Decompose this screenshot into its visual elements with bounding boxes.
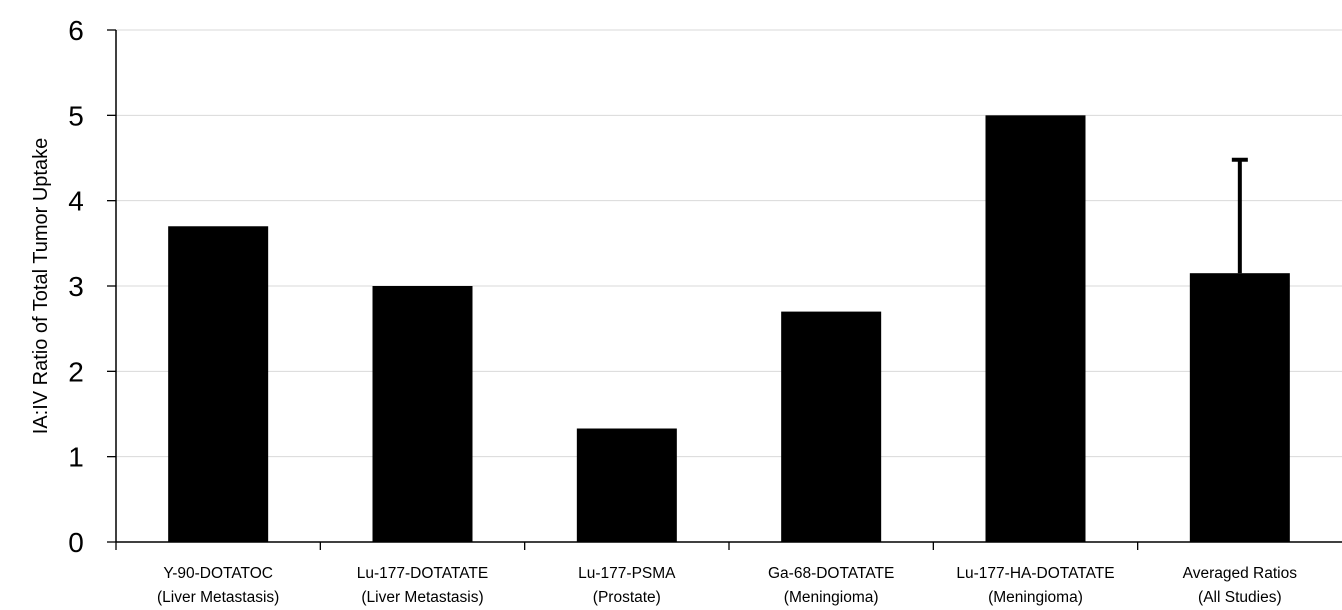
y-tick-label: 2 [68, 356, 84, 387]
y-tick-label: 5 [68, 100, 84, 131]
bars [168, 115, 1290, 542]
x-tick-label-sub: (Liver Metastasis) [157, 589, 279, 606]
y-tick-label: 1 [68, 442, 84, 473]
bar [781, 311, 882, 542]
y-tick-label: 6 [68, 15, 84, 46]
x-tick-label: Lu-177-HA-DOTATATE [956, 565, 1114, 582]
bar [168, 226, 269, 542]
x-tick-label: Ga-68-DOTATATE [768, 565, 894, 582]
x-tick-label: Lu-177-PSMA [578, 565, 676, 582]
x-tick-label-sub: (Meningioma) [988, 589, 1083, 606]
labels: 0 1 2 3 4 5 6 Y-90-DOTATOC (Liver Metastasis) Lu-… [68, 15, 1297, 606]
bar [985, 115, 1086, 542]
x-tick-label: Lu-177-DOTATATE [357, 565, 489, 582]
y-tick-label: 4 [68, 186, 84, 217]
gridlines [116, 29, 1342, 458]
x-tick-label-sub: (All Studies) [1198, 589, 1282, 606]
y-tick-label: 0 [68, 527, 84, 558]
x-tick-label: Averaged Ratios [1183, 565, 1298, 582]
y-tick-label: 3 [68, 271, 84, 302]
axes [107, 29, 1342, 550]
bar [1189, 273, 1290, 542]
x-tick-label: Y-90-DOTATOC [163, 565, 273, 582]
y-axis-title: IA:IV Ratio of Total Tumor Uptake [30, 138, 52, 434]
x-tick-label-sub: (Prostate) [593, 589, 661, 606]
x-tick-label-sub: (Liver Metastasis) [361, 589, 483, 606]
x-tick-label-sub: (Meningioma) [784, 589, 879, 606]
bar [372, 286, 473, 542]
bar [576, 428, 677, 542]
